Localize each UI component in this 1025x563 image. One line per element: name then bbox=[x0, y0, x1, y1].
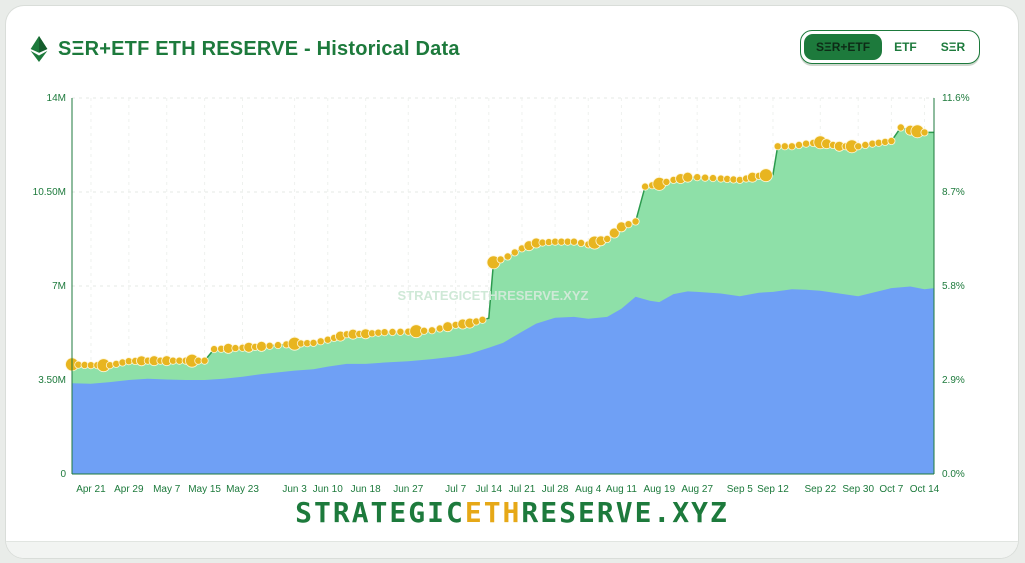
y-tick-label-right: 5.8% bbox=[942, 281, 965, 292]
y-tick-label-right: 2.9% bbox=[942, 375, 965, 386]
x-tick-label: Jul 28 bbox=[542, 484, 569, 495]
y-tick-label-left: 10.50M bbox=[33, 187, 66, 198]
x-tick-label: Jun 10 bbox=[313, 484, 343, 495]
x-tick-label: Apr 21 bbox=[76, 484, 106, 495]
toggle-ser-button[interactable]: SΞR bbox=[940, 40, 966, 54]
marker-dot bbox=[265, 341, 274, 350]
x-tick-label: May 7 bbox=[153, 484, 181, 495]
chart-card: SΞR+ETF ETH RESERVE - Historical Data SΞ… bbox=[6, 6, 1018, 558]
marker-dot bbox=[380, 328, 389, 337]
x-tick-label: Aug 27 bbox=[681, 484, 713, 495]
x-tick-label: Jun 27 bbox=[393, 484, 423, 495]
etf-area bbox=[72, 286, 934, 474]
marker-dot bbox=[309, 338, 318, 347]
x-tick-label: Sep 12 bbox=[757, 484, 789, 495]
x-tick-label: Aug 11 bbox=[606, 484, 637, 495]
bottom-strip bbox=[6, 541, 1018, 558]
toggle-etf-button[interactable]: ETF bbox=[894, 40, 917, 54]
marker-dot bbox=[256, 340, 267, 352]
marker-dot bbox=[693, 173, 702, 182]
marker-dot bbox=[773, 142, 782, 151]
marker-dot bbox=[396, 327, 405, 336]
x-tick-label: Oct 14 bbox=[910, 484, 940, 495]
marker-dot bbox=[709, 174, 718, 183]
marker-dot bbox=[787, 142, 796, 151]
footer-logo-eth: ETH bbox=[464, 496, 522, 529]
marker-dot bbox=[624, 220, 633, 229]
marker-dot bbox=[780, 142, 789, 151]
marker-dot bbox=[701, 173, 710, 182]
marker-dot bbox=[200, 356, 209, 365]
y-tick-label-left: 3.50M bbox=[38, 375, 66, 386]
marker-dot bbox=[570, 237, 579, 246]
view-toggle: SΞR+ETF ETF SΞR bbox=[800, 30, 980, 64]
toggle-ser-etf-button[interactable]: SΞR+ETF bbox=[804, 34, 883, 60]
x-tick-label: Jun 3 bbox=[282, 484, 307, 495]
marker-dot bbox=[759, 168, 773, 183]
x-tick-label: Jul 14 bbox=[475, 484, 502, 495]
y-tick-label-right: 8.7% bbox=[942, 187, 965, 198]
marker-dot bbox=[920, 128, 929, 137]
y-tick-label-left: 14M bbox=[47, 93, 66, 104]
x-tick-label: May 23 bbox=[226, 484, 259, 495]
ethereum-diamond-icon bbox=[30, 36, 48, 62]
marker-dot bbox=[427, 326, 436, 335]
marker-dot bbox=[231, 344, 240, 353]
x-tick-label: Apr 29 bbox=[114, 484, 144, 495]
x-tick-label: Jul 7 bbox=[445, 484, 467, 495]
marker-dot bbox=[682, 171, 694, 183]
marker-dot bbox=[388, 327, 397, 336]
x-tick-label: Jul 21 bbox=[509, 484, 536, 495]
footer-logo-part: RESERVE.XYZ bbox=[521, 496, 729, 529]
marker-dot bbox=[210, 345, 219, 354]
marker-dot bbox=[442, 321, 454, 333]
marker-dot bbox=[896, 123, 905, 132]
y-tick-label-left: 7M bbox=[52, 281, 66, 292]
x-tick-label: Oct 7 bbox=[879, 484, 903, 495]
marker-dot bbox=[662, 177, 671, 186]
y-tick-label-left: 0 bbox=[60, 469, 66, 480]
footer-logo: STRATEGICETHRESERVE.XYZ bbox=[6, 496, 1018, 529]
marker-dot bbox=[420, 326, 429, 335]
marker-dot bbox=[577, 238, 586, 247]
x-tick-label: Sep 30 bbox=[842, 484, 874, 495]
marker-dot bbox=[854, 142, 863, 151]
marker-dot bbox=[608, 227, 620, 239]
marker-dot bbox=[631, 217, 640, 226]
marker-dot bbox=[887, 137, 896, 146]
reserve-chart: STRATEGICETHRESERVE.XYZ 0 3.50M 7M 10.50M 14M… bbox=[33, 93, 970, 495]
marker-dot bbox=[316, 337, 325, 346]
toggle-label: SΞR+ETF bbox=[816, 40, 871, 54]
marker-dot bbox=[641, 182, 650, 191]
header: SΞR+ETF ETH RESERVE - Historical Data bbox=[30, 36, 460, 62]
x-tick-label: Aug 4 bbox=[575, 484, 602, 495]
x-tick-label: Aug 19 bbox=[643, 484, 675, 495]
marker-dot bbox=[478, 315, 487, 324]
marker-dot bbox=[503, 252, 512, 261]
marker-dot bbox=[510, 248, 519, 257]
marker-dot bbox=[435, 324, 444, 333]
marker-dot bbox=[273, 341, 282, 350]
marker-dot bbox=[861, 141, 870, 150]
marker-dot bbox=[496, 255, 505, 264]
x-tick-label: Sep 5 bbox=[727, 484, 754, 495]
x-tick-label: May 15 bbox=[188, 484, 221, 495]
x-tick-label: Sep 22 bbox=[804, 484, 836, 495]
page-title: SΞR+ETF ETH RESERVE - Historical Data bbox=[58, 37, 460, 60]
footer-logo-part: STRATEGIC bbox=[295, 496, 465, 529]
marker-dot bbox=[802, 139, 811, 148]
watermark-text: STRATEGICETHRESERVE.XYZ bbox=[398, 288, 589, 303]
marker-dot bbox=[795, 141, 804, 150]
y-tick-label-right: 0.0% bbox=[942, 469, 965, 480]
marker-dot bbox=[603, 234, 612, 243]
y-tick-label-right: 11.6% bbox=[942, 93, 970, 104]
x-tick-label: Jun 18 bbox=[351, 484, 381, 495]
